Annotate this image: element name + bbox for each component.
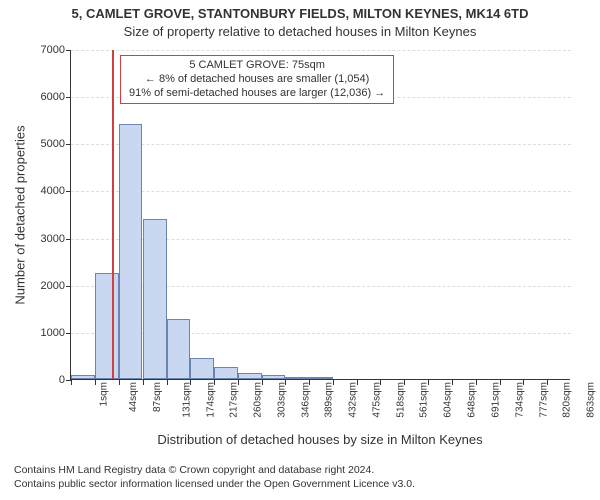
x-tick: 604sqm [443,382,454,418]
annotation-line-2: ← 8% of detached houses are smaller (1,0… [129,73,385,87]
x-tick: 1sqm [98,382,109,406]
x-tick: 87sqm [152,382,163,412]
y-tick-mark [66,144,71,145]
x-tick: 432sqm [348,382,359,418]
histogram-bar [119,124,143,379]
x-tick: 131sqm [181,382,192,418]
x-tick: 561sqm [419,382,430,418]
x-tick-mark [119,380,120,385]
x-tick: 260sqm [253,382,264,418]
footer-line-2: Contains public sector information licen… [14,478,590,490]
histogram-bar [309,377,333,379]
page-subtitle: Size of property relative to detached ho… [0,24,600,39]
x-tick: 820sqm [562,382,573,418]
histogram-bar [190,358,214,379]
x-tick: 863sqm [586,382,597,418]
footer-line-1: Contains HM Land Registry data © Crown c… [14,464,590,476]
y-tick: 6000 [15,91,65,103]
annotation-line-3: 91% of semi-detached houses are larger (… [129,87,385,101]
y-tick-mark [66,97,71,98]
gridline [71,191,571,192]
x-tick-mark [95,380,96,385]
y-tick: 1000 [15,327,65,339]
gridline [71,50,571,51]
y-tick-mark [66,191,71,192]
x-tick: 777sqm [538,382,549,418]
x-axis-label: Distribution of detached houses by size … [70,432,570,447]
x-tick: 174sqm [205,382,216,418]
chart: Number of detached properties Distributi… [70,50,570,380]
x-tick: 734sqm [515,382,526,418]
y-tick-mark [66,333,71,334]
footer: Contains HM Land Registry data © Crown c… [14,464,590,490]
histogram-bar [95,273,119,379]
histogram-bar [285,377,309,379]
x-tick: 217sqm [229,382,240,418]
histogram-bar [143,219,167,379]
y-axis-label: Number of detached properties [13,125,28,304]
histogram-bar [238,373,262,379]
annotation-box: 5 CAMLET GROVE: 75sqm ← 8% of detached h… [120,55,394,104]
x-tick-mark [71,380,72,385]
y-tick: 3000 [15,233,65,245]
x-tick: 389sqm [324,382,335,418]
x-tick: 518sqm [395,382,406,418]
histogram-bar [167,319,191,379]
y-tick-mark [66,239,71,240]
x-tick: 475sqm [371,382,382,418]
x-tick: 691sqm [491,382,502,418]
histogram-bar [262,375,286,379]
y-tick-mark [66,50,71,51]
y-tick: 0 [15,374,65,386]
gridline [71,144,571,145]
x-tick: 303sqm [276,382,287,418]
x-tick-mark [167,380,168,385]
y-tick: 4000 [15,185,65,197]
y-tick: 2000 [15,280,65,292]
histogram-bar [214,367,238,379]
histogram-bar [71,375,95,379]
y-tick: 5000 [15,138,65,150]
x-tick: 346sqm [300,382,311,418]
x-tick: 648sqm [467,382,478,418]
x-tick: 44sqm [128,382,139,412]
annotation-line-1: 5 CAMLET GROVE: 75sqm [129,59,385,73]
y-tick: 7000 [15,44,65,56]
page-title: 5, CAMLET GROVE, STANTONBURY FIELDS, MIL… [0,6,600,21]
marker-line [112,50,114,379]
x-tick-mark [143,380,144,385]
y-tick-mark [66,286,71,287]
